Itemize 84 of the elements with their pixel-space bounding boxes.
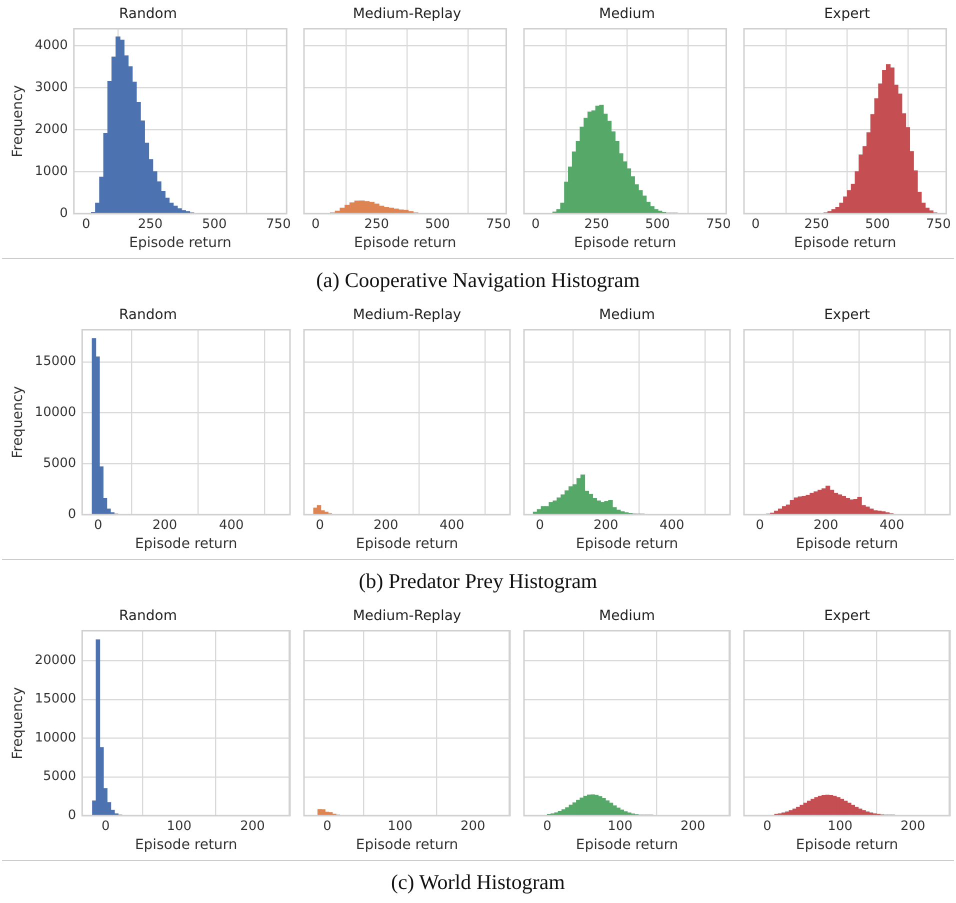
y-tick-label: 0 (68, 808, 76, 823)
x-tick-label: 0 (543, 818, 552, 834)
x-tick-label: 500 (202, 216, 227, 232)
x-tick-label: 0 (763, 818, 772, 834)
x-axis-title: Episode return (354, 235, 456, 252)
y-tick-label: 20000 (34, 653, 76, 668)
y-axis-title: Frequency (10, 386, 26, 458)
x-tick-label: 500 (425, 216, 450, 232)
x-axis-title: Episode return (576, 837, 678, 854)
y-tick-label: 15000 (34, 692, 76, 707)
x-tick-label: 0 (316, 518, 324, 533)
y-tick-label: 3000 (34, 80, 68, 95)
chart-title: Medium (599, 6, 655, 22)
x-tick-label: 0 (312, 216, 320, 232)
chart-title: Expert (824, 6, 870, 22)
x-tick-label: 750 (926, 216, 951, 232)
chart-title: Medium-Replay (352, 6, 462, 22)
x-tick-label: 250 (364, 216, 390, 232)
text: (b) Predator Prey Histogram (358, 568, 598, 595)
text: (a) Cooperative Navigation Histogram (315, 267, 641, 294)
x-tick-label: 100 (166, 818, 192, 834)
x-tick-label: 0 (752, 216, 760, 232)
chart-title: Medium (599, 608, 655, 624)
x-axis-title: Episode return (576, 536, 678, 552)
x-tick-label: 200 (152, 518, 178, 533)
x-tick-label: 250 (804, 216, 830, 232)
x-tick-label: 0 (532, 216, 540, 232)
y-axis-title: Frequency (10, 687, 26, 760)
x-tick-label: 0 (323, 818, 332, 834)
chart-title: Random (119, 608, 177, 624)
y-axis-title: Frequency (10, 85, 26, 158)
y-tick-label: 0 (60, 206, 68, 221)
y-tick-label: 10000 (34, 405, 76, 420)
x-tick-label: 0 (536, 518, 544, 533)
x-tick-label: 400 (218, 518, 244, 533)
x-tick-label: 0 (756, 518, 764, 533)
y-tick-label: 5000 (43, 456, 76, 472)
x-tick-label: 500 (645, 216, 670, 232)
x-axis-title: Episode return (134, 536, 238, 552)
x-tick-label: 0 (82, 216, 90, 232)
chart-title: Random (119, 6, 177, 22)
x-axis-title: Episode return (134, 837, 238, 854)
y-tick-label: 0 (68, 506, 76, 522)
x-tick-label: 200 (593, 518, 618, 533)
x-tick-label: 0 (94, 518, 102, 533)
x-tick-label: 400 (879, 518, 904, 533)
chart-title: Random (119, 307, 177, 324)
x-tick-label: 100 (608, 818, 632, 834)
x-tick-label: 250 (138, 216, 163, 232)
x-tick-label: 250 (584, 216, 610, 232)
x-tick-label: 200 (813, 518, 838, 533)
y-tick-label: 1000 (34, 164, 68, 179)
x-axis-title: Episode return (796, 837, 898, 854)
x-tick-label: 100 (828, 818, 852, 834)
x-tick-label: 400 (659, 518, 684, 533)
x-tick-label: 750 (486, 216, 511, 232)
x-axis-title: Episode return (794, 235, 896, 252)
chart-title: Medium-Replay (352, 608, 462, 624)
y-tick-label: 10000 (34, 730, 76, 746)
x-tick-label: 750 (266, 216, 291, 232)
x-axis-title: Episode return (356, 536, 458, 552)
chart-title: Medium-Replay (352, 307, 462, 324)
chart-title: Expert (824, 307, 870, 324)
y-tick-label: 4000 (34, 38, 68, 53)
chart-title: Expert (824, 608, 870, 624)
x-tick-label: 200 (900, 818, 926, 834)
x-axis-title: Episode return (574, 235, 676, 252)
x-tick-label: 200 (240, 818, 265, 834)
x-axis-title: Episode return (129, 235, 232, 252)
x-tick-label: 400 (439, 518, 464, 533)
x-tick-label: 500 (865, 216, 890, 232)
x-tick-label: 200 (460, 818, 486, 834)
chart-title: Medium (599, 307, 655, 324)
text: (c) World Histogram (390, 869, 566, 896)
x-axis-title: Episode return (356, 837, 458, 854)
y-tick-label: 15000 (34, 354, 76, 370)
x-tick-label: 750 (706, 216, 731, 232)
x-tick-label: 200 (373, 518, 398, 533)
x-axis-title: Episode return (796, 536, 898, 552)
x-tick-label: 0 (102, 818, 110, 834)
y-tick-label: 5000 (43, 769, 76, 784)
x-tick-label: 200 (680, 818, 706, 834)
y-tick-label: 2000 (34, 122, 68, 137)
x-tick-label: 100 (388, 818, 412, 834)
